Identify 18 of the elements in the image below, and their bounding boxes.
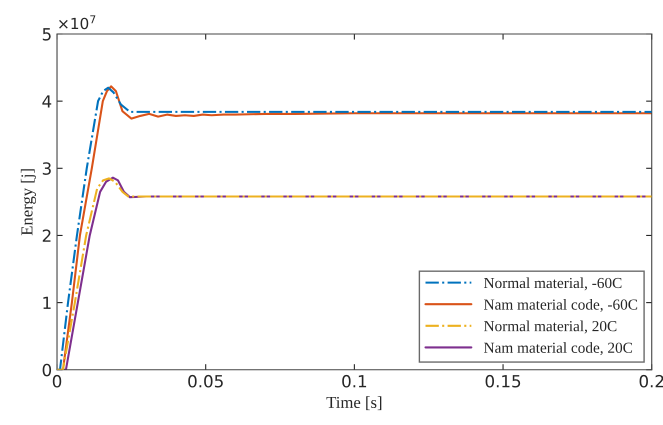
x-axis-title: Time [s] [326,396,382,410]
legend-label: Normal material, -60C [484,277,622,290]
legend-label: Normal material, 20C [484,320,616,334]
x-tick-label: 0.1 [342,374,366,388]
legend-label: Nam material code, 20C [484,342,632,356]
y-tick-label: 1 [43,296,51,309]
y-axis-title: Energy [j] [20,169,36,236]
x-tick-label: 0.05 [188,374,223,388]
y-tick-label: 3 [42,162,51,175]
legend-label: Nam material code, -60C [484,298,638,312]
text: ×10$^{7}$ [59,15,96,30]
y-tick-label: 2 [42,229,50,242]
y-tick-label: 0 [42,364,52,376]
x-tick-label: 0 [52,374,62,388]
x-tick-label: 0.15 [486,374,520,388]
y-tick-label: 4 [42,95,52,108]
y-tick-label: 5 [42,28,51,41]
x-tick-label: 0.2 [640,374,663,388]
